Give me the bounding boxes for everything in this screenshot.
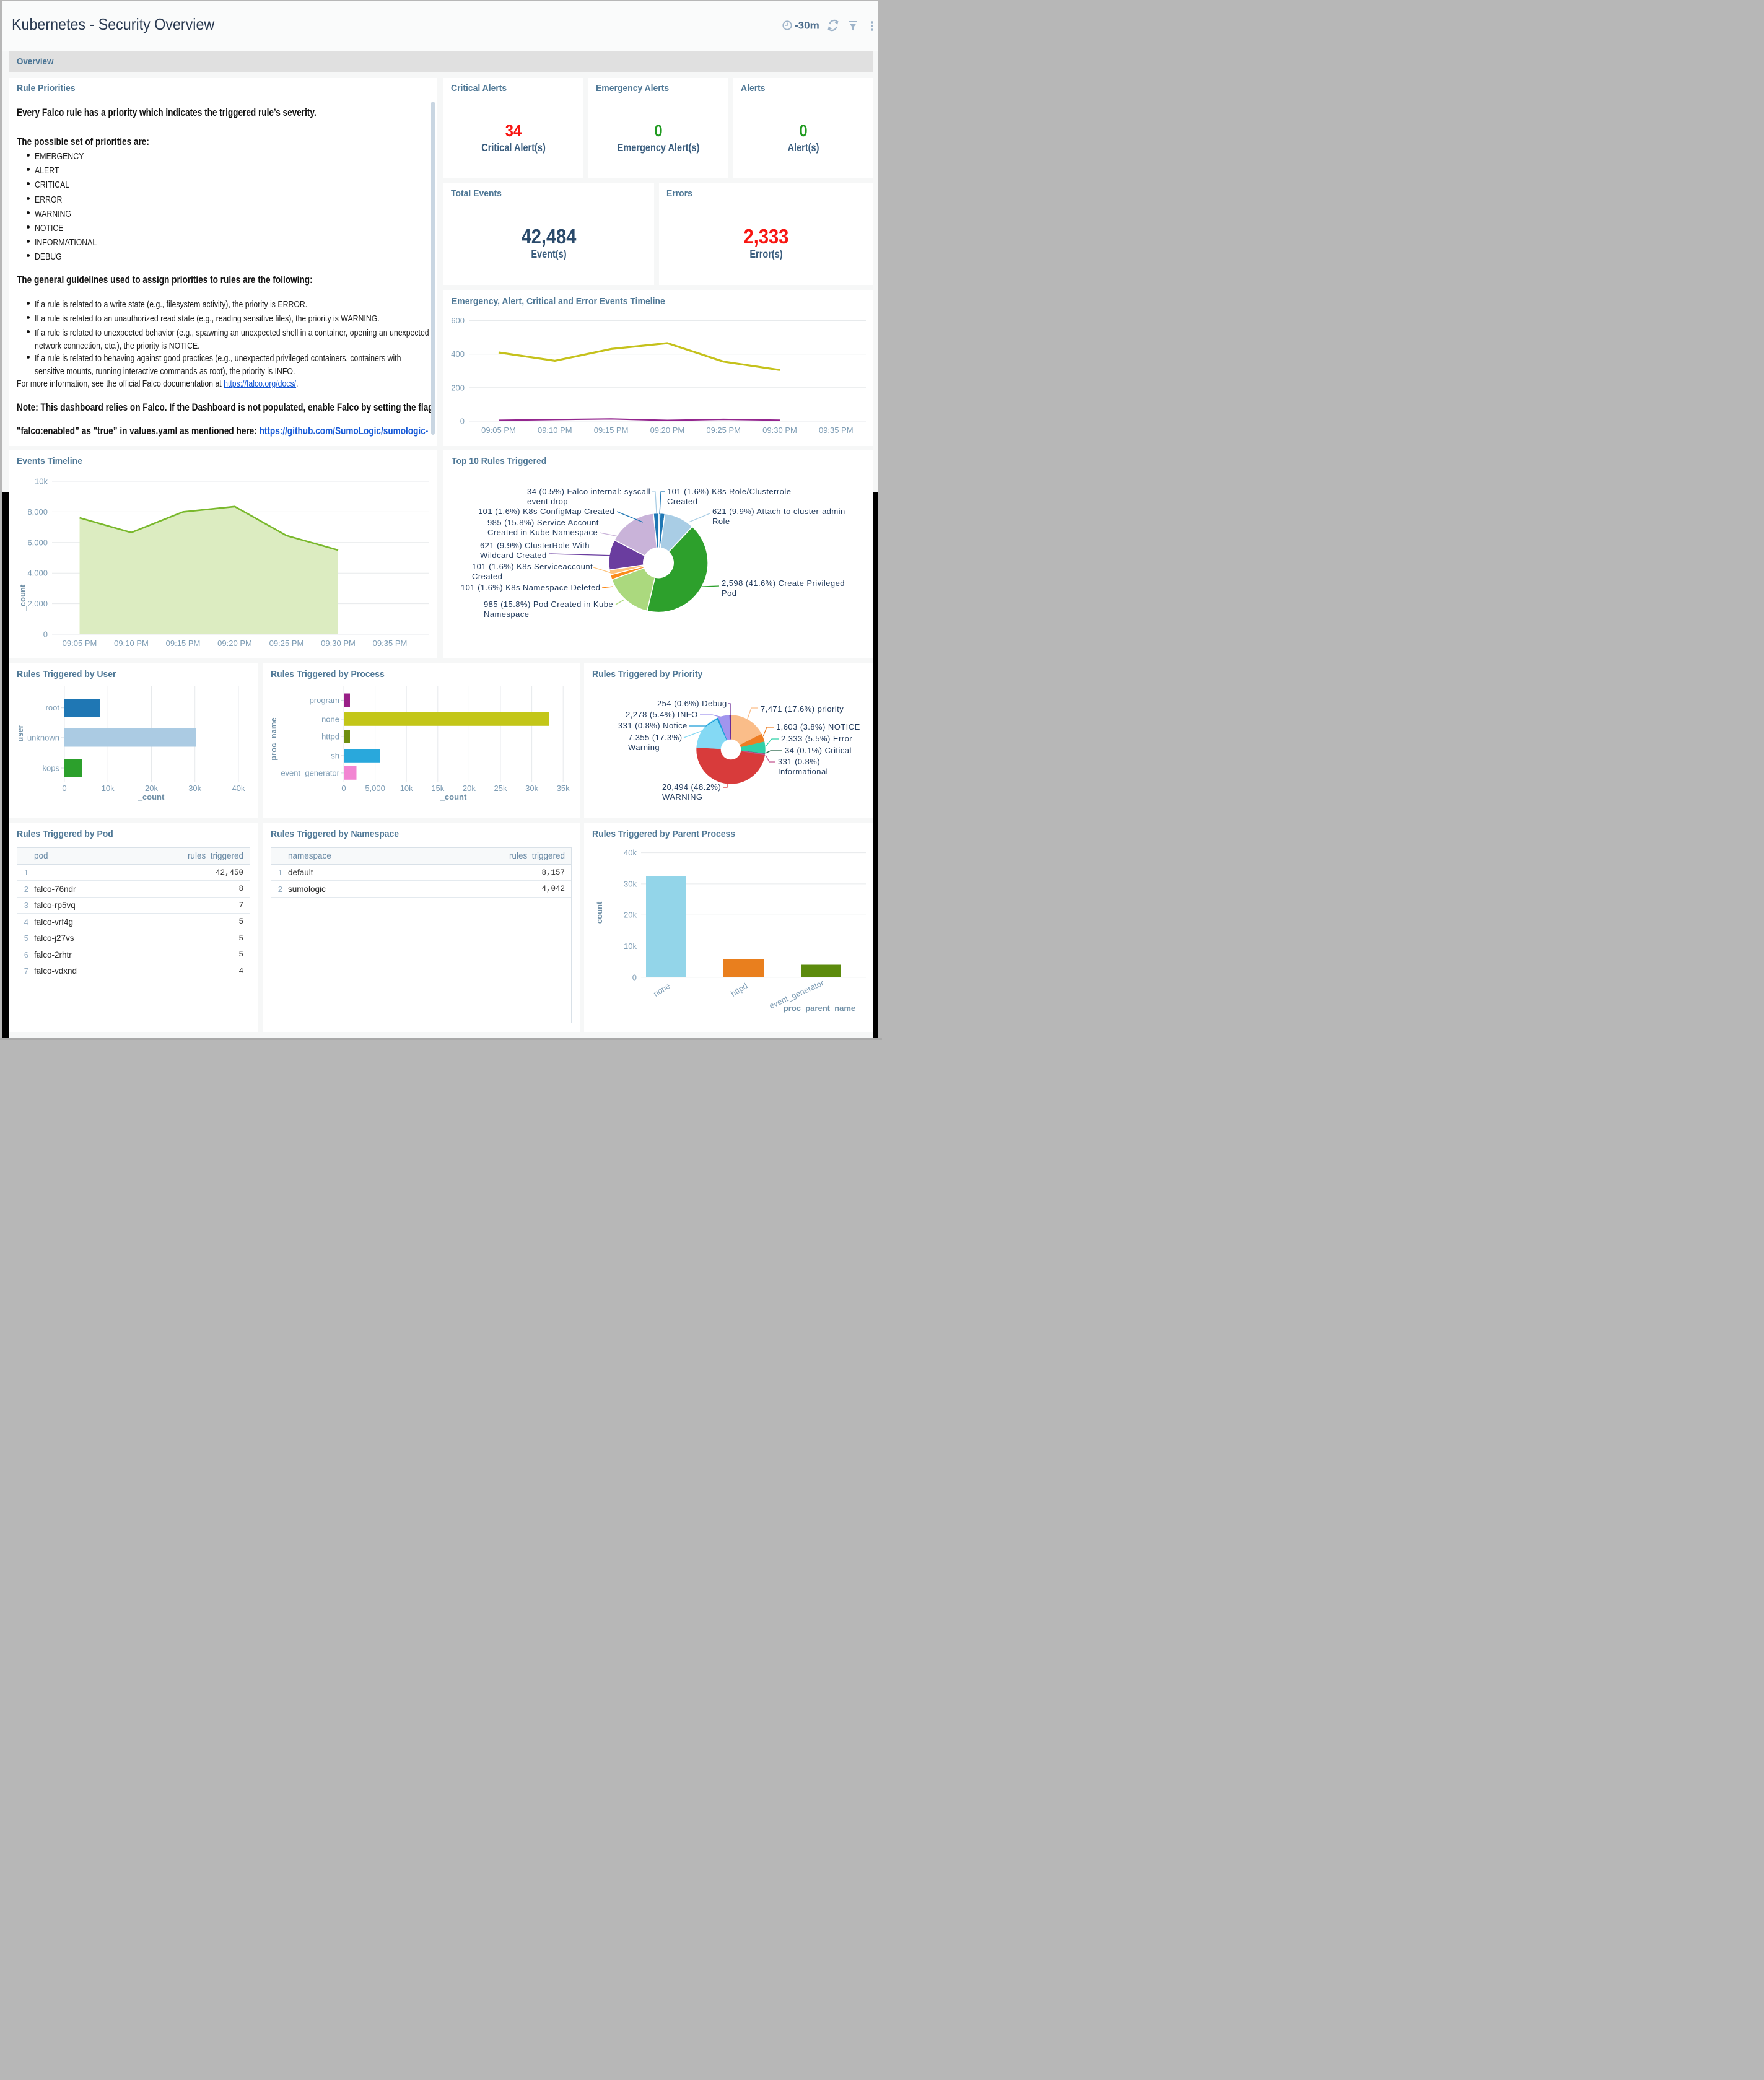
svg-text:09:15 PM: 09:15 PM <box>166 639 201 648</box>
svg-text:09:15 PM: 09:15 PM <box>594 426 629 435</box>
svg-text:proc_parent_name: proc_parent_name <box>784 1003 855 1013</box>
svg-text:0: 0 <box>43 630 48 639</box>
svg-text:30k: 30k <box>624 879 637 888</box>
svg-text:user: user <box>15 725 25 741</box>
svg-text:none: none <box>652 981 671 998</box>
svg-text:400: 400 <box>451 349 465 359</box>
svg-text:program: program <box>310 696 339 705</box>
svg-text:09:05 PM: 09:05 PM <box>481 426 516 435</box>
svg-text:5,000: 5,000 <box>365 784 385 793</box>
svg-text:none: none <box>321 714 339 723</box>
svg-text:09:20 PM: 09:20 PM <box>217 639 252 648</box>
svg-text:0: 0 <box>460 417 465 426</box>
svg-text:09:35 PM: 09:35 PM <box>373 639 408 648</box>
svg-text:sh: sh <box>331 751 339 760</box>
svg-text:09:25 PM: 09:25 PM <box>706 426 741 435</box>
svg-text:root: root <box>46 703 60 712</box>
svg-text:09:30 PM: 09:30 PM <box>762 426 797 435</box>
svg-text:10k: 10k <box>624 942 637 951</box>
svg-text:_count: _count <box>595 901 604 929</box>
svg-text:10k: 10k <box>400 784 413 793</box>
svg-text:_count: _count <box>18 584 27 611</box>
svg-text:event_generator: event_generator <box>281 768 339 777</box>
svg-text:unknown: unknown <box>27 733 59 743</box>
svg-text:4,000: 4,000 <box>27 569 48 578</box>
svg-text:kops: kops <box>43 764 60 773</box>
svg-text:40k: 40k <box>624 848 637 857</box>
svg-text:10k: 10k <box>35 477 48 486</box>
svg-text:20k: 20k <box>463 784 476 793</box>
svg-text:0: 0 <box>341 784 346 793</box>
svg-text:_count: _count <box>440 792 467 802</box>
svg-text:6,000: 6,000 <box>27 538 48 547</box>
svg-text:200: 200 <box>451 383 465 392</box>
svg-text:30k: 30k <box>188 784 201 793</box>
svg-text:10k: 10k <box>102 784 115 793</box>
svg-text:09:30 PM: 09:30 PM <box>321 639 356 648</box>
svg-text:09:35 PM: 09:35 PM <box>819 426 854 435</box>
svg-text:09:25 PM: 09:25 PM <box>269 639 304 648</box>
svg-text:0: 0 <box>62 784 66 793</box>
svg-text:40k: 40k <box>232 784 245 793</box>
svg-text:600: 600 <box>451 316 465 325</box>
svg-text:8,000: 8,000 <box>27 507 48 517</box>
svg-text:35k: 35k <box>557 784 570 793</box>
svg-text:09:10 PM: 09:10 PM <box>538 426 572 435</box>
svg-text:30k: 30k <box>525 784 538 793</box>
svg-text:httpd: httpd <box>729 981 749 998</box>
svg-text:20k: 20k <box>145 784 158 793</box>
svg-text:2,000: 2,000 <box>27 599 48 608</box>
svg-text:0: 0 <box>632 972 637 982</box>
svg-text:proc_name: proc_name <box>269 717 278 760</box>
svg-text:09:20 PM: 09:20 PM <box>650 426 685 435</box>
svg-text:20k: 20k <box>624 911 637 920</box>
svg-text:-30m: -30m <box>795 20 819 32</box>
svg-text:_count: _count <box>138 792 165 802</box>
svg-text:25k: 25k <box>494 784 507 793</box>
svg-text:15k: 15k <box>431 784 444 793</box>
svg-text:httpd: httpd <box>321 732 339 741</box>
svg-text:09:10 PM: 09:10 PM <box>114 639 149 648</box>
svg-text:09:05 PM: 09:05 PM <box>63 639 97 648</box>
